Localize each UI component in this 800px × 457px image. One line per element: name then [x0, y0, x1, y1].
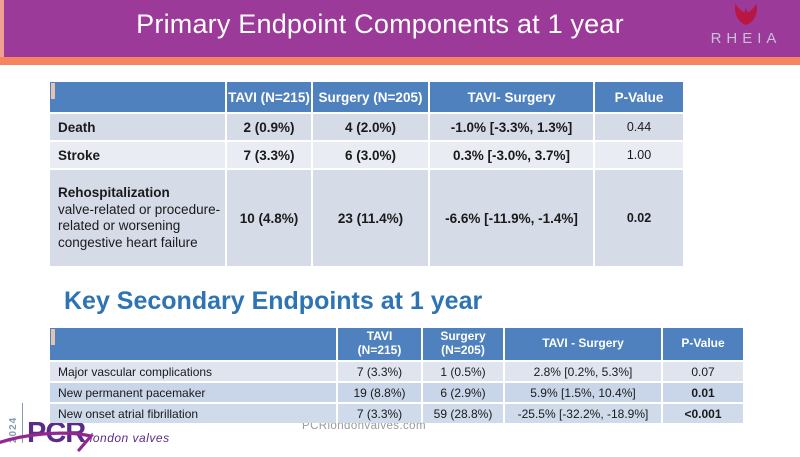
- tavi-value: 7 (3.3%): [227, 142, 311, 168]
- column-header-difference: TAVI - Surgery: [505, 328, 661, 360]
- row-label: Stroke: [50, 142, 225, 168]
- header-line1: TAVI: [366, 329, 393, 344]
- p-value: 0.01: [663, 383, 743, 402]
- p-value: 0.02: [595, 170, 683, 266]
- table-row-pacemaker: New permanent pacemaker 19 (8.8%) 6 (2.9…: [50, 383, 743, 402]
- table-row-vascular-complications: Major vascular complications 7 (3.3%) 1 …: [50, 362, 743, 381]
- header-banner: [0, 0, 800, 57]
- header-line2: (N=215): [357, 343, 402, 357]
- surgery-value: 59 (28.8%): [423, 404, 503, 423]
- primary-endpoint-table: TAVI (N=215) Surgery (N=205) TAVI- Surge…: [48, 80, 685, 268]
- rheia-logo: RHEIA: [702, 2, 790, 47]
- row-label-main: Rehospitalization: [58, 184, 170, 200]
- row-label: New permanent pacemaker: [50, 383, 336, 402]
- column-header-pvalue: P-Value: [663, 328, 743, 360]
- table-row-death: Death 2 (0.9%) 4 (2.0%) -1.0% [-3.3%, 1.…: [50, 114, 683, 140]
- column-header-surgery: Surgery (N=205): [423, 328, 503, 360]
- table-header-row: TAVI (N=215) Surgery (N=205) TAVI- Surge…: [50, 82, 683, 112]
- p-value: 0.44: [595, 114, 683, 140]
- surgery-value: 1 (0.5%): [423, 362, 503, 381]
- column-header-tavi: TAVI (N=215): [227, 82, 311, 112]
- column-header-surgery: Surgery (N=205): [313, 82, 428, 112]
- surgery-value: 6 (2.9%): [423, 383, 503, 402]
- row-label: Rehospitalization valve-related or proce…: [50, 170, 225, 266]
- tavi-value: 10 (4.8%): [227, 170, 311, 266]
- rheia-logo-text: RHEIA: [710, 30, 782, 47]
- row-label: Death: [50, 114, 225, 140]
- website-url: PCRlondonvalves.com: [302, 420, 426, 432]
- p-value: <0.001: [663, 404, 743, 423]
- difference-value: -6.6% [-11.9%, -1.4%]: [430, 170, 593, 266]
- tavi-value: 2 (0.9%): [227, 114, 311, 140]
- tavi-value: 7 (3.3%): [338, 362, 421, 381]
- secondary-endpoints-heading: Key Secondary Endpoints at 1 year: [64, 287, 483, 315]
- table-row-stroke: Stroke 7 (3.3%) 6 (3.0%) 0.3% [-3.0%, 3.…: [50, 142, 683, 168]
- difference-value: -25.5% [-32.2%, -18.9%]: [505, 404, 661, 423]
- surgery-value: 23 (11.4%): [313, 170, 428, 266]
- difference-value: 2.8% [0.2%, 5.3%]: [505, 362, 661, 381]
- orange-accent-bar: [0, 57, 800, 65]
- tavi-value: 7 (3.3%): [338, 404, 421, 423]
- column-header-empty: [50, 82, 225, 112]
- row-label-sub: valve-related or procedure-related or wo…: [58, 201, 221, 250]
- table-row-atrial-fibrillation: New onset atrial fibrillation 7 (3.3%) 5…: [50, 404, 743, 423]
- p-value: 0.07: [663, 362, 743, 381]
- secondary-endpoints-table: TAVI (N=215) Surgery (N=205) TAVI - Surg…: [48, 326, 745, 425]
- table-corner-tick: [51, 83, 55, 99]
- conference-tagline: london valves: [89, 431, 170, 445]
- table-row-rehospitalization: Rehospitalization valve-related or proce…: [50, 170, 683, 266]
- pcr-london-valves-logo: 2024 PCR london valves: [0, 397, 170, 452]
- surgery-value: 4 (2.0%): [313, 114, 428, 140]
- column-header-tavi: TAVI (N=215): [338, 328, 421, 360]
- header-line2: (N=205): [441, 343, 485, 357]
- table-header-row: TAVI (N=215) Surgery (N=205) TAVI - Surg…: [50, 328, 743, 360]
- difference-value: 5.9% [1.5%, 10.4%]: [505, 383, 661, 402]
- difference-value: -1.0% [-3.3%, 1.3%]: [430, 114, 593, 140]
- table-corner-tick: [51, 329, 55, 345]
- surgery-value: 6 (3.0%): [313, 142, 428, 168]
- tulip-logo-icon: [731, 3, 761, 31]
- pcr-swoosh-icon: [0, 426, 113, 457]
- column-header-empty: [50, 328, 336, 360]
- left-accent-strip: [0, 0, 4, 57]
- row-label: Major vascular complications: [50, 362, 336, 381]
- logo-divider: [22, 403, 23, 443]
- column-header-pvalue: P-Value: [595, 82, 683, 112]
- p-value: 1.00: [595, 142, 683, 168]
- difference-value: 0.3% [-3.0%, 3.7%]: [430, 142, 593, 168]
- tavi-value: 19 (8.8%): [338, 383, 421, 402]
- column-header-difference: TAVI- Surgery: [430, 82, 593, 112]
- header-line1: Surgery: [440, 329, 486, 344]
- page-title: Primary Endpoint Components at 1 year: [136, 9, 624, 39]
- row-label: New onset atrial fibrillation: [50, 404, 336, 423]
- pcr-logo-block: PCR london valves: [0, 419, 170, 452]
